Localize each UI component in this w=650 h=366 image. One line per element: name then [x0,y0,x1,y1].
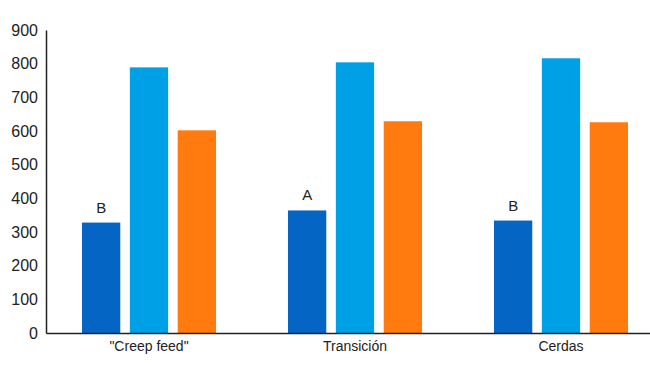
y-tick-label: 300 [11,224,38,241]
x-tick: Transición [323,333,387,354]
x-tick-label: Cerdas [538,338,583,354]
annotation: A [302,186,312,203]
y-tick-label: 700 [11,89,38,106]
y-tick: 200 [11,257,46,274]
y-tick: 800 [11,55,46,72]
chart-container: 0 100 200 300 400 500 600 700 800 900 "Creep feed"… [0,0,650,366]
y-tick-label: 800 [11,55,38,72]
x-tick: Cerdas [538,333,583,354]
bar [336,62,374,333]
y-tick-label: 500 [11,156,38,173]
bar [384,121,422,333]
y-tick-label: 900 [11,22,38,39]
y-tick: 400 [11,190,46,207]
y-axis-line [46,31,48,334]
y-tick-label: 0 [29,325,38,342]
bar [82,223,120,333]
annotation: B [96,199,106,216]
bars [82,58,628,333]
chart-svg: 0 100 200 300 400 500 600 700 800 900 "Creep feed"… [0,0,650,366]
bar-series [178,121,628,333]
y-tick: 600 [11,123,46,140]
y-tick: 300 [11,224,46,241]
bar [542,58,580,333]
annotations: BAB [96,186,518,215]
y-tick: 0 [29,325,46,342]
bar [590,122,628,333]
x-tick-label: Transición [323,338,387,354]
y-tick: 100 [11,291,46,308]
bar [178,130,216,333]
x-axis-line [47,333,650,335]
x-tick: "Creep feed" [109,333,188,354]
bar [288,210,326,333]
y-tick-label: 100 [11,291,38,308]
y-tick-label: 200 [11,257,38,274]
bar-series [130,58,580,333]
x-tick-label: "Creep feed" [109,338,188,354]
y-tick: 500 [11,156,46,173]
y-tick: 900 [11,22,46,39]
bar [130,67,168,333]
y-tick: 700 [11,89,46,106]
y-tick-label: 400 [11,190,38,207]
bar [494,221,532,333]
annotation: B [508,197,518,214]
x-axis: "Creep feed" Transición Cerdas [47,333,650,354]
y-tick-label: 600 [11,123,38,140]
y-axis: 0 100 200 300 400 500 600 700 800 900 [11,22,46,342]
